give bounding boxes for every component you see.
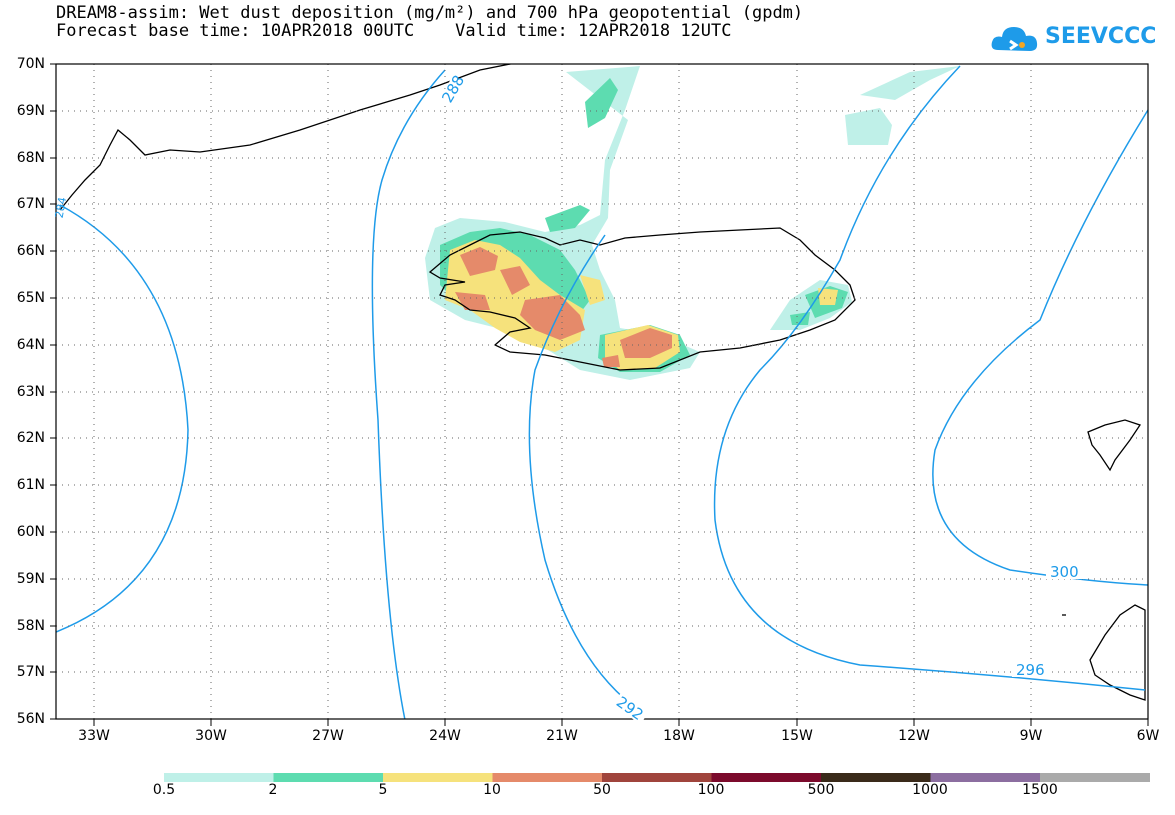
colorbar-swatch	[1040, 773, 1150, 782]
dust-shading-10	[455, 247, 672, 367]
lat-label-68n: 68N	[16, 150, 45, 166]
lon-label-30w: 30W	[195, 728, 227, 744]
colorbar-label-1000: 1000	[912, 782, 948, 798]
colorbar-label-500: 500	[807, 782, 835, 798]
lon-label-18w: 18W	[663, 728, 695, 744]
lat-label-57n: 57N	[16, 664, 45, 680]
colorbar	[164, 773, 1150, 782]
colorbar-swatch	[711, 773, 822, 782]
lat-label-56n: 56N	[16, 711, 45, 727]
colorbar-label-100: 100	[697, 782, 725, 798]
contour-label-296: 296	[1016, 661, 1045, 679]
colorbar-swatch	[164, 773, 274, 782]
lat-label-66n: 66N	[16, 243, 45, 259]
lat-label-64n: 64N	[16, 337, 45, 353]
lat-label-69n: 69N	[16, 103, 45, 119]
lon-label-24w: 24W	[429, 728, 461, 744]
lat-label-60n: 60N	[16, 524, 45, 540]
lat-label-62n: 62N	[16, 430, 45, 446]
lon-label-15w: 15W	[781, 728, 813, 744]
colorbar-swatch	[930, 773, 1041, 782]
colorbar-label-2: 2	[268, 782, 278, 798]
lat-label-67n: 67N	[16, 196, 45, 212]
colorbar-label-5: 5	[378, 782, 388, 798]
colorbar-label-50: 50	[593, 782, 611, 798]
lat-label-58n: 58N	[16, 618, 45, 634]
colorbar-label-0.5: 0.5	[152, 782, 176, 798]
lon-label-27w: 27W	[312, 728, 344, 744]
lat-label-61n: 61N	[16, 477, 45, 493]
colorbar-swatch	[602, 773, 712, 782]
colorbar-swatch	[492, 773, 603, 782]
colorbar-swatch	[273, 773, 384, 782]
lon-label-6w: 6W	[1136, 728, 1160, 744]
lon-label-9w: 9W	[1019, 728, 1043, 744]
lat-label-70n: 70N	[16, 56, 45, 72]
map-title: DREAM8-assim: Wet dust deposition (mg/m²…	[56, 3, 804, 23]
logo-text: SEEVCCC	[1045, 24, 1157, 49]
geopotential-contours	[56, 65, 1148, 719]
latitude-gridlines	[56, 110, 1148, 673]
colorbar-swatch	[821, 773, 931, 782]
seevccc-logo	[991, 27, 1038, 51]
lon-label-33w: 33W	[78, 728, 110, 744]
lat-label-65n: 65N	[16, 290, 45, 306]
colorbar-label-1500: 1500	[1022, 782, 1058, 798]
contour-label-300: 300	[1050, 563, 1079, 581]
lat-label-59n: 59N	[16, 571, 45, 587]
lat-label-63n: 63N	[16, 384, 45, 400]
colorbar-swatch	[383, 773, 493, 782]
lon-label-21w: 21W	[546, 728, 578, 744]
lon-label-12w: 12W	[898, 728, 930, 744]
coastlines	[59, 64, 1146, 701]
contour-label-284: 284	[53, 196, 69, 219]
colorbar-label-10: 10	[483, 782, 501, 798]
axis-ticks	[50, 63, 1149, 726]
map-subtitle: Forecast base time: 10APR2018 00UTC Vali…	[56, 21, 732, 41]
